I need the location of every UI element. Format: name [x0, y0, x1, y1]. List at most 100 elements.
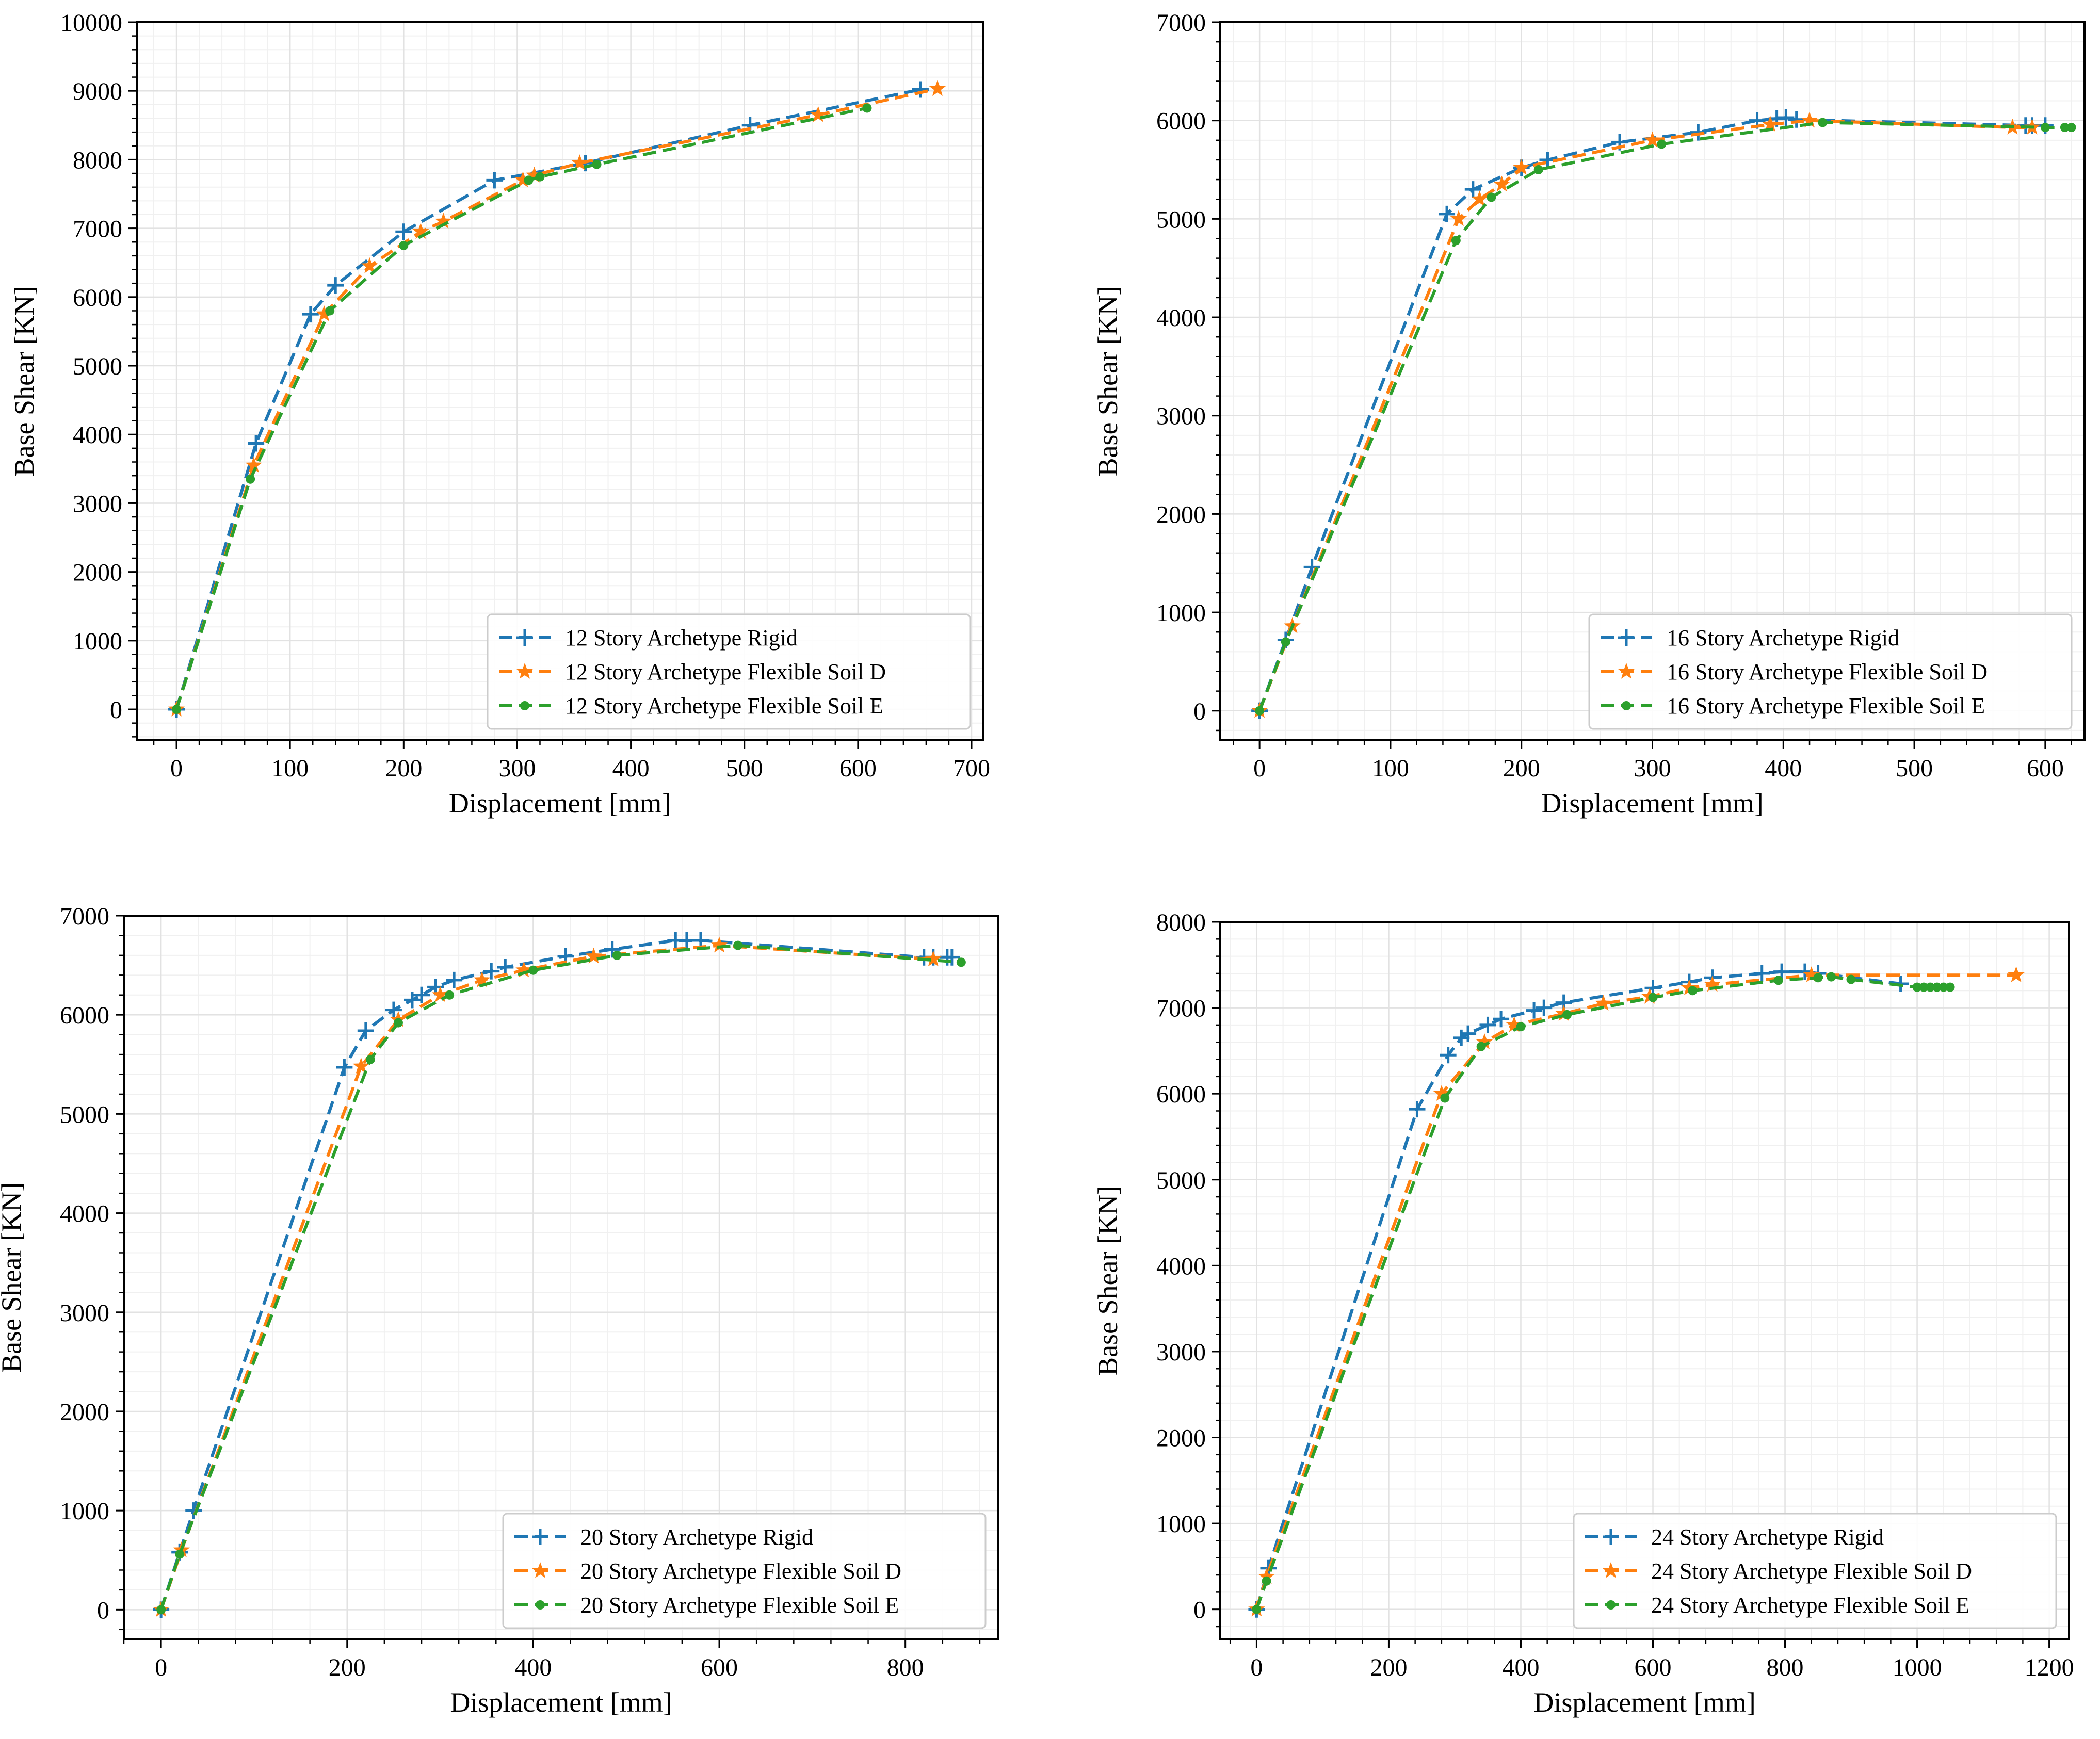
- legend-box: [487, 613, 971, 730]
- data-point: [1562, 1010, 1572, 1019]
- data-point: [929, 80, 946, 96]
- data-point: [175, 1549, 185, 1559]
- legend-marker: [520, 701, 529, 710]
- legend-marker: [536, 1600, 545, 1610]
- data-point: [1788, 111, 1805, 128]
- data-point: [1536, 999, 1553, 1016]
- y-axis-label: Base Shear [KN]: [0, 1182, 27, 1373]
- x-tick-label: 100: [271, 755, 309, 782]
- data-point: [1657, 139, 1667, 149]
- data-point: [1464, 181, 1481, 198]
- x-tick-label: 0: [1250, 1654, 1263, 1681]
- x-tick-label: 400: [612, 755, 650, 782]
- x-axis-label: Displacement [mm]: [449, 788, 671, 819]
- data-point: [1704, 976, 1721, 992]
- series-line: [175, 106, 868, 710]
- series-3: [172, 103, 872, 714]
- y-axis-label: Base Shear [KN]: [1092, 1185, 1123, 1376]
- data-point: [336, 1059, 353, 1076]
- data-point: [1440, 1093, 1450, 1103]
- legend-entry: 24 Story Archetype Flexible Soil E: [1585, 1592, 1969, 1618]
- data-point: [1439, 205, 1456, 222]
- y-tick-label: 5000: [60, 1101, 109, 1128]
- y-tick-label: 4000: [73, 421, 122, 449]
- legend-entry: 16 Story Archetype Flexible Soil D: [1601, 659, 1988, 685]
- legend-marker: [516, 663, 534, 679]
- legend-entry: 16 Story Archetype Rigid: [1601, 625, 1899, 651]
- y-axis-label: Base Shear [KN]: [1092, 286, 1123, 477]
- data-point: [612, 950, 622, 960]
- data-point: [246, 474, 255, 484]
- data-point: [1487, 192, 1496, 202]
- y-tick-label: 0: [1193, 698, 1206, 725]
- y-axis-label: Base Shear [KN]: [9, 286, 40, 477]
- legend-marker: [1606, 1600, 1616, 1610]
- legend-label: 24 Story Archetype Flexible Soil D: [1651, 1558, 1972, 1584]
- data-point: [925, 950, 942, 967]
- data-point: [1919, 982, 1929, 992]
- chart-panel-3: 0 200 400 600 800 0 1000 2000 3000 4000 5000 6000 70…: [0, 903, 999, 1718]
- legend-entry: 12 Story Archetype Flexible Soil E: [499, 693, 883, 719]
- y-tick-label: 0: [110, 696, 122, 724]
- y-tick-label: 1000: [60, 1498, 109, 1525]
- data-point: [327, 277, 344, 294]
- data-point: [245, 457, 262, 473]
- data-point: [1846, 974, 1856, 984]
- data-point: [1753, 965, 1770, 982]
- legend-label: 20 Story Archetype Rigid: [580, 1524, 813, 1550]
- legend: 20 Story Archetype Rigid 20 Story Archety…: [502, 1513, 987, 1629]
- x-tick-label: 800: [1767, 1654, 1804, 1681]
- legend-label: 16 Story Archetype Flexible Soil D: [1667, 659, 1988, 685]
- data-point: [445, 990, 455, 1000]
- data-point: [435, 213, 452, 229]
- legend-label: 20 Story Archetype Flexible Soil D: [580, 1558, 901, 1584]
- data-point: [2008, 966, 2025, 982]
- axes-frame: [136, 21, 984, 741]
- data-point: [497, 958, 514, 976]
- data-point: [1762, 116, 1779, 132]
- x-tick-label: 200: [1370, 1654, 1407, 1681]
- x-tick-label: 200: [329, 1654, 366, 1681]
- x-tick-label: 600: [1635, 1654, 1672, 1681]
- series-line: [1258, 121, 2072, 711]
- legend-marker: [1622, 701, 1631, 710]
- data-point: [1262, 1576, 1271, 1586]
- series-3: [1252, 972, 1955, 1614]
- x-axis-label: Displacement [mm]: [1533, 1687, 1755, 1718]
- data-point: [1813, 973, 1823, 983]
- x-tick-label: 400: [1502, 1654, 1539, 1681]
- data-point: [316, 305, 333, 321]
- legend-box: [1588, 613, 2073, 730]
- data-point: [1912, 982, 1922, 992]
- legend-label: 12 Story Archetype Flexible Soil D: [565, 659, 886, 685]
- y-tick-label: 8000: [1156, 909, 1206, 936]
- y-tick-label: 1000: [73, 628, 122, 655]
- legend-label: 20 Story Archetype Flexible Soil E: [580, 1592, 899, 1618]
- data-point: [1460, 1025, 1477, 1042]
- x-tick-label: 600: [839, 755, 877, 782]
- legend-entry: 12 Story Archetype Rigid: [499, 625, 798, 651]
- data-point: [248, 435, 265, 452]
- legend-label: 12 Story Archetype Flexible Soil E: [565, 693, 883, 719]
- legend-entry: 20 Story Archetype Flexible Soil D: [514, 1558, 901, 1584]
- data-point: [710, 936, 728, 953]
- y-tick-label: 0: [97, 1597, 109, 1624]
- x-tick-label: 0: [170, 755, 183, 782]
- series-3: [1255, 118, 2076, 716]
- series-line: [175, 88, 921, 710]
- data-point: [403, 992, 421, 1009]
- data-point: [365, 1054, 375, 1064]
- y-tick-label: 2000: [73, 559, 122, 587]
- data-point: [810, 106, 827, 122]
- y-tick-label: 8000: [73, 147, 122, 174]
- data-point: [412, 223, 429, 239]
- data-point: [571, 154, 588, 170]
- y-tick-label: 5000: [1156, 206, 1206, 233]
- data-point: [185, 1502, 202, 1519]
- y-tick-label: 2000: [60, 1399, 109, 1426]
- x-tick-label: 500: [1896, 755, 1933, 782]
- data-point: [486, 172, 503, 189]
- y-tick-label: 5000: [73, 353, 122, 380]
- data-point: [1526, 1002, 1543, 1019]
